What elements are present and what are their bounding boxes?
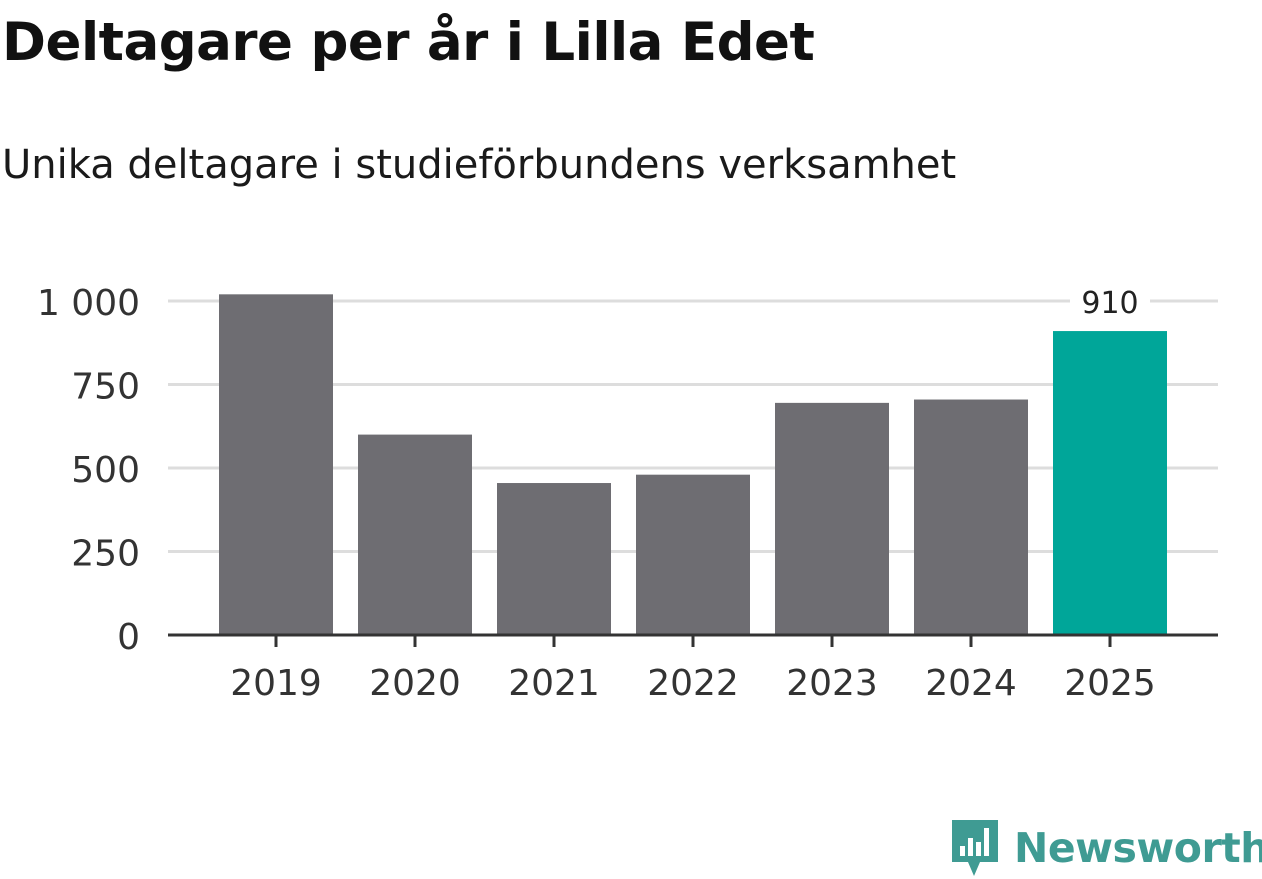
brand-name: Newsworthy: [1014, 824, 1262, 872]
bars: [219, 294, 1167, 635]
newsworthy-logo: Newsworthy: [950, 818, 1262, 878]
x-tick-label: 2019: [230, 663, 322, 704]
chart-subtitle: Unika deltagare i studieförbundens verks…: [2, 142, 957, 188]
chart-title: Deltagare per år i Lilla Edet: [2, 12, 815, 73]
data-label-background: [1070, 285, 1150, 324]
bar-2025: [1053, 331, 1167, 635]
bar-2019: [219, 294, 333, 635]
x-tick-label: 2025: [1064, 663, 1156, 704]
x-tick-label: 2022: [647, 663, 739, 704]
bar-2023: [775, 402, 889, 635]
data-labels: 910: [1070, 285, 1150, 324]
y-tick-label: 250: [71, 534, 140, 575]
x-tick-label: 2020: [369, 663, 461, 704]
data-label: 910: [1081, 286, 1138, 321]
y-tick-label: 1 000: [37, 283, 140, 324]
x-tick-label: 2023: [786, 663, 878, 704]
axes: 0 250 500 750 1 000 2019 2020 2021 2022 2023 2024 2…: [37, 283, 1218, 704]
bar-2021: [497, 483, 611, 635]
y-tick-label: 750: [71, 367, 140, 408]
y-tick-label: 0: [117, 617, 140, 658]
newsworthy-chart-icon: [952, 820, 998, 876]
bar-2024: [914, 399, 1028, 635]
bar-2022: [636, 474, 750, 635]
bar-2020: [358, 434, 472, 635]
y-tick-label: 500: [71, 450, 140, 491]
x-tick-label: 2021: [508, 663, 600, 704]
x-tick-label: 2024: [925, 663, 1017, 704]
